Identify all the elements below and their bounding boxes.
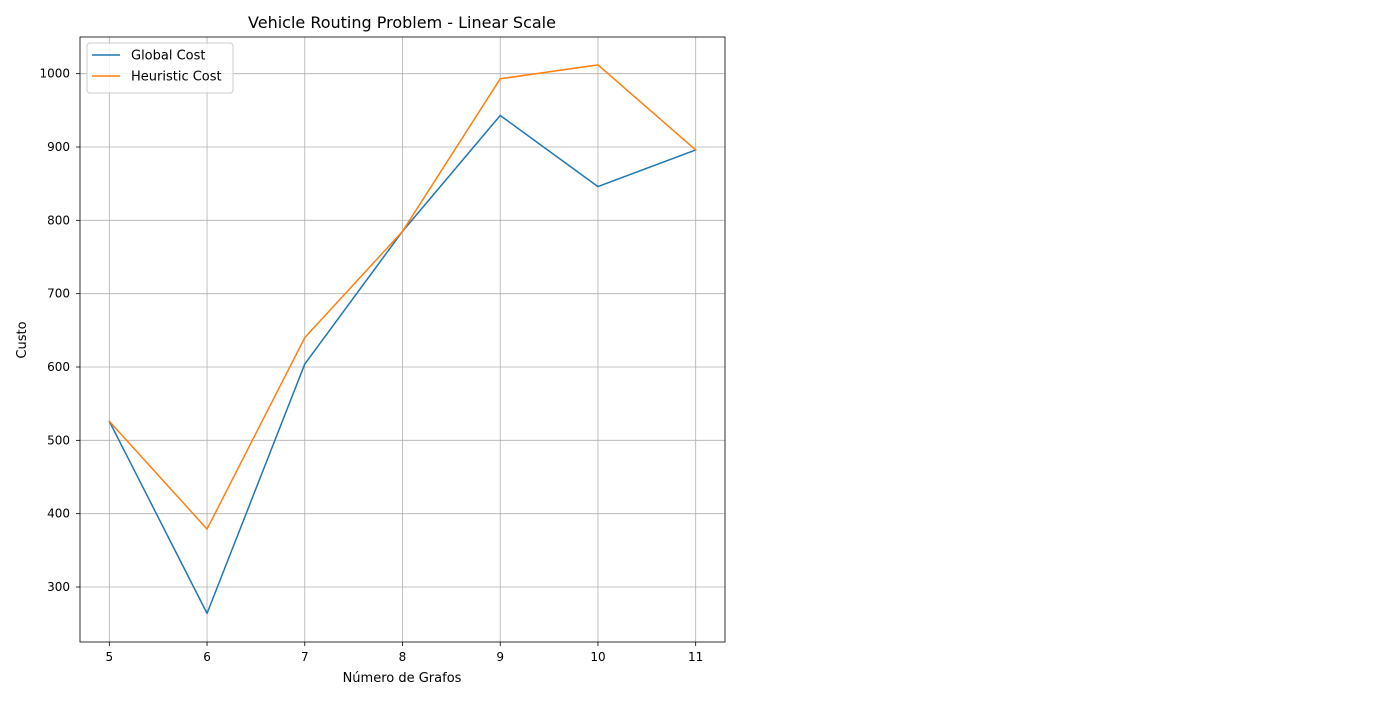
- legend: Global Cost Heuristic Cost: [86, 42, 234, 94]
- y-tick-label: 600: [47, 360, 70, 374]
- y-axis-label: Custo: [15, 321, 30, 358]
- y-tick-label: 400: [47, 507, 70, 521]
- x-tick-label: 11: [688, 650, 703, 664]
- x-tick-label: 6: [203, 650, 211, 664]
- legend-label: Heuristic Cost: [131, 70, 222, 85]
- legend-label: Global Cost: [131, 49, 206, 64]
- axis-ticks: 5 6 7 8 9 10 11 300 400 500 600 700 800 900 1000: [39, 67, 703, 664]
- x-tick-label: 8: [399, 650, 407, 664]
- x-axis-label: Número de Grafos: [343, 671, 462, 686]
- series-line-heuristic-cost: [108, 64, 697, 530]
- x-tick-label: 10: [590, 650, 605, 664]
- legend-box: [86, 42, 234, 94]
- grid: [80, 37, 725, 642]
- x-tick-label: 7: [301, 650, 309, 664]
- chart-title: Vehicle Routing Problem - Linear Scale: [248, 13, 556, 32]
- y-tick-label: 1000: [39, 67, 70, 81]
- y-tick-label: 300: [47, 580, 70, 594]
- series-lines: [108, 64, 697, 615]
- y-tick-label: 900: [47, 140, 70, 154]
- y-tick-label: 800: [47, 213, 70, 227]
- y-tick-label: 500: [47, 433, 70, 447]
- y-tick-label: 700: [47, 287, 70, 301]
- x-tick-label: 5: [105, 650, 113, 664]
- x-tick-label: 9: [496, 650, 504, 664]
